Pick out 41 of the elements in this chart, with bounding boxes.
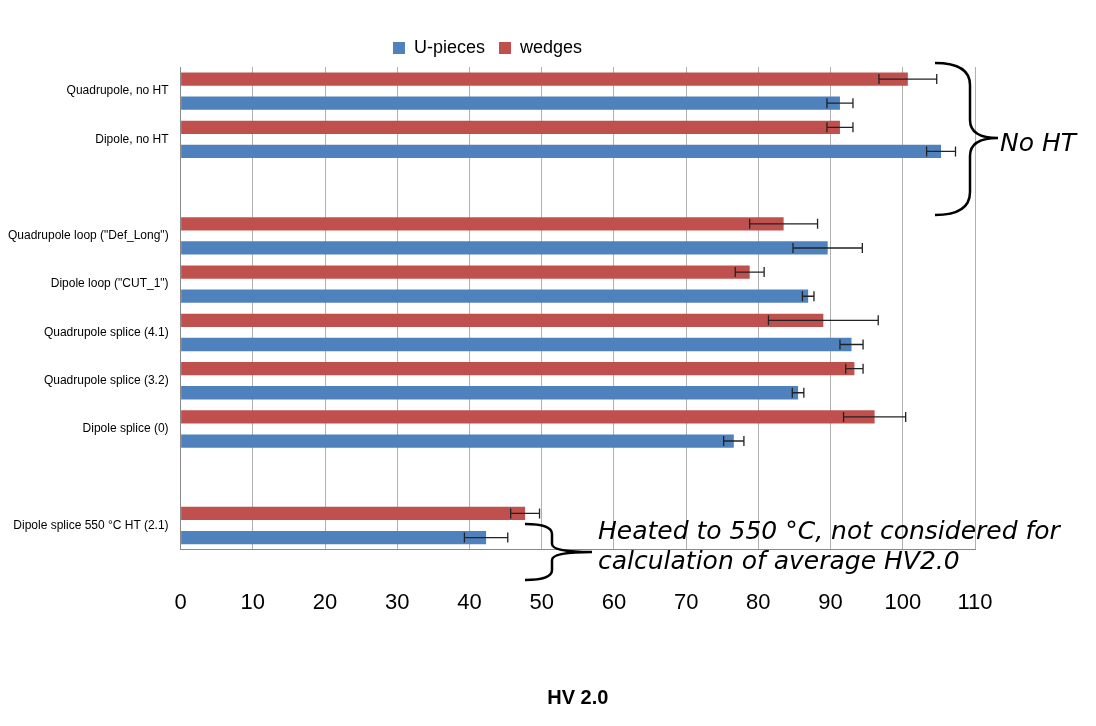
bar xyxy=(181,410,875,424)
y-tick-label: Quadrupole, no HT xyxy=(66,83,170,98)
x-axis-title: HV 2.0 xyxy=(547,685,609,708)
y-tick-label: Quadrupole splice (4.1) xyxy=(43,324,169,339)
bar xyxy=(181,72,908,86)
x-tick-label: 110 xyxy=(957,588,993,614)
bar xyxy=(181,434,734,448)
text: No HT xyxy=(1000,128,1077,158)
y-tick-label: Quadrupole splice (3.2) xyxy=(43,373,169,387)
x-tick-label: 10 xyxy=(240,588,266,614)
x-tick-label: 40 xyxy=(457,588,482,614)
bar xyxy=(181,337,852,352)
bar xyxy=(181,120,840,134)
x-tick-label: 90 xyxy=(818,588,843,614)
x-tick-label: 70 xyxy=(673,588,699,614)
y-tick-label: Dipole splice (0) xyxy=(82,421,169,436)
bar xyxy=(181,289,809,303)
bar xyxy=(181,96,840,110)
y-tick-label: Dipole loop ("CUT_1") xyxy=(50,276,169,291)
x-tick-label: 80 xyxy=(746,588,771,614)
bar xyxy=(181,265,750,279)
bar xyxy=(181,313,824,327)
bar xyxy=(181,386,799,400)
x-tick-label: 100 xyxy=(884,588,922,614)
x-tick-label: 0 xyxy=(174,588,187,614)
x-tick-label: 30 xyxy=(385,588,410,614)
bar xyxy=(181,217,784,231)
legend-label: wedges xyxy=(518,36,583,57)
legend-label: U-pieces xyxy=(413,36,485,57)
bar xyxy=(181,361,855,376)
bar xyxy=(181,530,487,545)
x-tick-label: 20 xyxy=(312,588,338,614)
y-tick-label: Dipole, no HT xyxy=(95,131,170,146)
annotation: Heated to 550 °C, not considered for calculation of average HV2.0 xyxy=(598,516,1062,576)
x-tick-label: 50 xyxy=(529,588,554,614)
bar xyxy=(181,144,942,159)
y-tick-label: Dipole splice 550 °C HT (2.1) xyxy=(13,517,169,532)
y-tick-label: Quadrupole loop ("Def_Long") xyxy=(8,228,169,243)
bar xyxy=(181,506,526,521)
x-tick-label: 60 xyxy=(601,588,627,614)
bar xyxy=(181,241,828,255)
